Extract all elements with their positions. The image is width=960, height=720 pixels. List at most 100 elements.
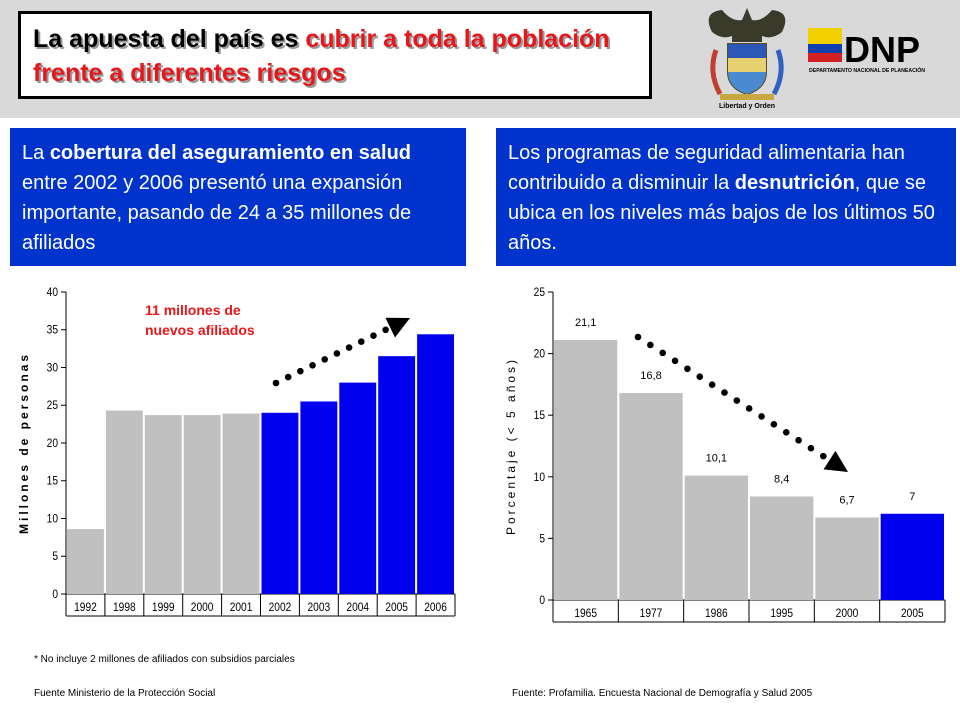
trend-dot — [733, 397, 741, 404]
annotation-line-2: nuevos afiliados — [145, 322, 255, 338]
trend-dot — [309, 361, 316, 369]
left-text-pre: La — [22, 142, 50, 164]
logo-text: DNP — [844, 29, 920, 70]
y-tick-label: 20 — [47, 437, 58, 450]
data-label: 7 — [909, 491, 915, 503]
y-tick-label: 30 — [47, 362, 58, 375]
x-tick-label: 1986 — [705, 607, 728, 620]
trend-dot — [297, 367, 304, 375]
trend-dot — [819, 452, 827, 460]
y-tick-label: 10 — [47, 513, 58, 526]
x-tick-label: 2004 — [346, 601, 369, 614]
bar-2004 — [339, 382, 377, 594]
y-tick-label: 0 — [539, 594, 545, 607]
x-tick-label: 2003 — [308, 601, 331, 614]
trend-dot — [721, 389, 728, 396]
dnp-logo: DNP DEPARTAMENTO NACIONAL DE PLANEACIÓN — [808, 28, 925, 74]
bar-2001 — [222, 413, 260, 594]
right-text-post: , que se ubica en los niveles más bajos … — [508, 172, 935, 254]
health-coverage-textbox: La cobertura del aseguramiento en salud … — [10, 128, 466, 266]
data-label: 21,1 — [575, 317, 596, 329]
trend-arrowhead — [823, 450, 848, 472]
trend-dot — [745, 405, 753, 412]
trend-dot — [659, 349, 667, 357]
x-tick-label: 2001 — [230, 601, 253, 614]
y-tick-label: 15 — [534, 410, 545, 423]
trend-dot — [370, 332, 377, 340]
y-axis-label: Porcentaje (< 5 años) — [504, 357, 518, 535]
health-coverage-chart: 0 5 10 15 20 25 30 35 40 1992 1998 1999 2000 2001 2002… — [17, 286, 456, 617]
annotation-line-1: 11 millones de — [145, 302, 241, 318]
trend-dot — [284, 373, 292, 381]
x-tick-label: 1992 — [74, 601, 97, 614]
coat-of-arms-icon: Libertad y Orden — [708, 8, 786, 110]
x-tick-label: 1977 — [640, 607, 663, 620]
bar-1992 — [67, 529, 104, 594]
nutrition-textbox: Los programas de seguridad alimentaria h… — [496, 128, 956, 266]
right-source: Fuente: Profamilia. Encuesta Nacional de… — [512, 688, 813, 699]
trend-dot — [684, 365, 691, 373]
trend-dot — [345, 344, 353, 351]
trend-dot — [382, 326, 389, 334]
bar-1977 — [619, 393, 683, 600]
bar-2005 — [378, 356, 416, 594]
x-tick-label: 1998 — [113, 601, 136, 614]
trend-dot — [321, 356, 329, 363]
right-text-bold: desnutrición — [734, 172, 855, 194]
bar-2000 — [183, 415, 221, 594]
trend-dot — [357, 338, 365, 345]
y-tick-label: 25 — [47, 400, 58, 413]
trend-dot — [708, 381, 716, 388]
trend-dot — [671, 357, 679, 365]
trend-dot — [647, 341, 654, 349]
x-tick-label: 2000 — [836, 607, 859, 620]
malnutrition-chart: 0 5 10 15 20 25 1965 21,1 1977 16,8 1986 10,1 1995 8,… — [504, 286, 946, 623]
trend-dot — [782, 428, 790, 436]
y-tick-label: 20 — [534, 348, 545, 361]
y-tick-label: 40 — [47, 286, 58, 299]
bar-1965 — [554, 340, 618, 600]
left-text-bold: cobertura del aseguramiento en salud — [49, 142, 412, 164]
bar-2005 — [880, 513, 944, 600]
crest-caption: Libertad y Orden — [719, 103, 775, 110]
x-tick-label: 1965 — [574, 607, 597, 620]
title-black-part: La apuesta del país es — [33, 25, 306, 53]
trend-dot — [696, 373, 704, 381]
x-tick-label: 1995 — [770, 607, 793, 620]
left-source: Fuente Ministerio de la Protección Socia… — [34, 688, 216, 699]
bar-2003 — [300, 401, 338, 594]
annotation-new-affiliates: 11 millones de nuevos afiliados — [145, 302, 255, 338]
data-label: 8,4 — [774, 474, 789, 486]
trend-dot — [272, 379, 280, 387]
y-tick-label: 5 — [539, 533, 545, 546]
x-tick-label: 2005 — [901, 607, 924, 620]
trend-dot — [795, 436, 802, 444]
right-text-pre: Los programas de seguridad alimentaria h… — [508, 142, 905, 194]
y-tick-label: 25 — [534, 286, 545, 299]
bar-2006 — [417, 334, 454, 594]
trend-dot — [770, 421, 778, 428]
bar-2000 — [815, 517, 879, 600]
x-tick-label: 2006 — [424, 601, 447, 614]
bar-1995 — [750, 496, 814, 600]
data-label: 6,7 — [839, 494, 854, 506]
y-tick-label: 5 — [52, 551, 58, 564]
trend-dot — [807, 444, 815, 452]
data-label: 10,1 — [706, 453, 727, 465]
x-tick-label: 2000 — [191, 601, 214, 614]
trend-dot — [758, 413, 765, 420]
y-tick-label: 15 — [47, 475, 58, 488]
bar-1998 — [105, 410, 143, 594]
trend-dot — [634, 333, 642, 341]
trend-dot — [333, 350, 341, 357]
data-label: 16,8 — [640, 370, 661, 382]
bar-2002 — [261, 412, 299, 594]
bar-1999 — [144, 415, 182, 594]
bar-1986 — [684, 475, 748, 600]
y-tick-label: 10 — [534, 471, 545, 484]
y-tick-label: 35 — [47, 324, 58, 337]
page-title: La apuesta del país es cubrir a toda la … — [18, 11, 652, 99]
left-footnote: * No incluye 2 millones de afiliados con… — [34, 654, 295, 665]
logo-subtitle: DEPARTAMENTO NACIONAL DE PLANEACIÓN — [809, 66, 925, 74]
x-tick-label: 1999 — [152, 601, 175, 614]
